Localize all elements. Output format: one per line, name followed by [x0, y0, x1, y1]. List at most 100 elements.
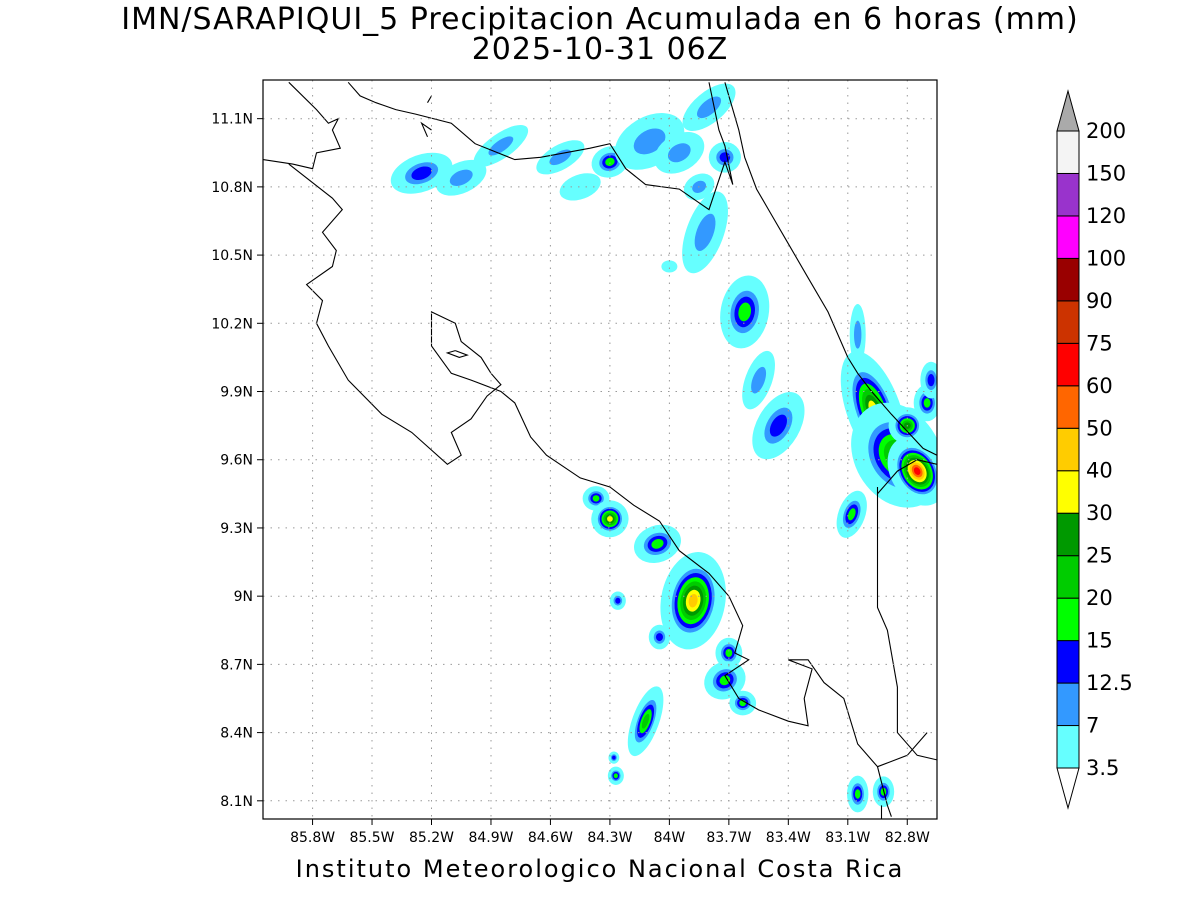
colorbar-label: 50 [1086, 416, 1113, 440]
lon-tick-label: 84.9W [468, 830, 513, 846]
colorbar-label: 30 [1086, 501, 1113, 525]
colorbar-label: 20 [1086, 586, 1113, 610]
map-date: 2025-10-31 06Z [471, 32, 729, 67]
precip-cell [920, 361, 937, 399]
precip-contour [847, 508, 856, 521]
coastline [876, 487, 937, 761]
colorbar-label: 60 [1086, 374, 1113, 398]
colorbar-arrow-high [1056, 89, 1080, 132]
colorbar-swatch [1056, 172, 1080, 217]
precip-cell [682, 83, 736, 132]
colorbar-label: 120 [1086, 204, 1126, 228]
precip-cell [752, 392, 805, 460]
precip-cell [609, 591, 626, 610]
precip-cell [559, 173, 601, 201]
colorbar-label: 90 [1086, 289, 1113, 313]
colorbar-label: 25 [1086, 544, 1113, 568]
coastline [263, 81, 342, 170]
precip-cell [608, 751, 620, 764]
lat-tick-label: 11.1N [211, 112, 253, 128]
lat-tick-label: 8.7N [220, 657, 253, 673]
lat-tick-label: 9N [234, 589, 253, 605]
grid-layer [263, 80, 937, 819]
precip-contour [612, 755, 616, 760]
precip-contour [615, 597, 621, 604]
precip-cell [836, 490, 867, 538]
colorbar-swatch [1056, 385, 1080, 429]
lat-tick-label: 9.6N [220, 453, 253, 469]
lat-tick-label: 10.5N [211, 248, 253, 264]
colorbar-swatch [1056, 470, 1080, 514]
colorbar-swatch [1056, 725, 1080, 769]
colorbar-arrow-low [1056, 767, 1080, 810]
precip-cell [708, 142, 741, 173]
precip-contour [696, 96, 722, 119]
precip-cell [648, 624, 671, 650]
precip-contour [923, 398, 931, 408]
precip-contour [913, 467, 921, 475]
colorbar-swatch [1056, 130, 1080, 174]
precip-contour [927, 374, 935, 387]
precip-cell [661, 260, 678, 273]
precip-cell [654, 131, 705, 174]
precip-cell [720, 275, 770, 349]
colorbar-swatch [1056, 555, 1080, 599]
precip-contour [738, 302, 752, 322]
footer-credit: Instituto Meteorologico Nacional Costa R… [295, 855, 905, 883]
coastline [427, 95, 432, 103]
precip-contour [854, 320, 862, 349]
precip-contour [449, 169, 473, 186]
lat-tick-label: 8.4N [220, 726, 253, 742]
coastline [445, 350, 469, 358]
lon-tick-label: 83.4W [766, 830, 811, 846]
lat-tick-label: 8.1N [220, 794, 253, 810]
colorbar-swatch [1056, 597, 1080, 642]
colorbar-label: 3.5 [1086, 756, 1119, 780]
lat-tick-label: 10.2N [211, 316, 253, 332]
lon-tick-label: 84W [654, 830, 686, 846]
coastline [347, 81, 734, 211]
lon-tick-label: 84.6W [528, 830, 573, 846]
precip-cell [704, 661, 746, 700]
precip-contour [751, 366, 767, 394]
lon-tick-label: 85.8W [290, 830, 335, 846]
precip-contour [633, 128, 666, 155]
precip-cell [591, 146, 629, 178]
map-title: IMN/SARAPIQUI_5 Precipitacion Acumulada … [121, 2, 1079, 37]
colorbar-label: 12.5 [1086, 671, 1133, 695]
precip-cell [849, 303, 866, 366]
colorbar-swatch [1056, 300, 1080, 344]
precip-cell [627, 686, 664, 757]
precip-cell [887, 436, 937, 506]
lat-tick-label: 10.8N [211, 180, 253, 196]
precip-contour [661, 260, 678, 273]
precip-cell [473, 124, 529, 167]
precipitation-layer [390, 83, 937, 813]
precip-cell [729, 690, 757, 716]
colorbar-swatch [1056, 640, 1080, 684]
precip-cell [660, 552, 726, 650]
colorbar-swatch [1056, 682, 1080, 727]
precip-contour [641, 713, 650, 729]
colorbar-swatch [1056, 512, 1080, 557]
coastline [724, 82, 937, 456]
precip-contour [559, 173, 601, 201]
coastline [877, 459, 937, 495]
lat-tick-label: 9.9N [220, 385, 253, 401]
precip-contour [719, 675, 731, 686]
precip-contour [613, 773, 618, 779]
precip-contour [651, 538, 664, 549]
precip-cell [715, 637, 743, 669]
precip-contour [769, 414, 787, 437]
colorbar-swatch [1056, 257, 1080, 302]
colorbar-label: 150 [1086, 162, 1126, 186]
coastline-layer [263, 81, 937, 819]
lon-tick-label: 85.2W [409, 830, 454, 846]
colorbar-label: 75 [1086, 331, 1113, 355]
precip-cell [607, 766, 624, 785]
colorbar: 3.5 7 12.5 15 20 25 30 40 50 60 75 90 100 120 150 200 [1056, 89, 1133, 810]
lat-tick-label: 9.3N [220, 521, 253, 537]
map-frame [262, 79, 938, 820]
coastline [420, 121, 432, 138]
